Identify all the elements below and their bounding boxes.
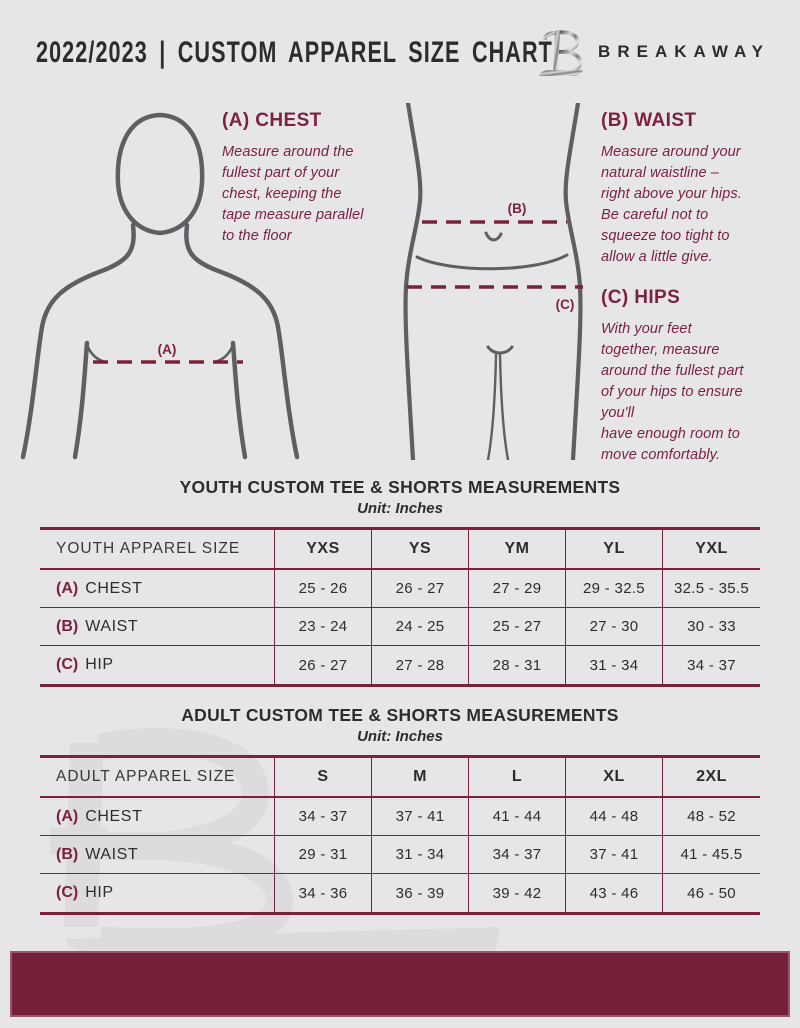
- size-range-cell: 23 - 24: [275, 608, 372, 646]
- waist-heading: (B) WAIST: [601, 110, 697, 131]
- size-range-cell: 34 - 37: [275, 798, 372, 836]
- row-key: (A): [56, 807, 79, 825]
- breakaway-b-monogram-icon: [538, 30, 584, 77]
- size-col-header: L: [469, 758, 566, 798]
- row-key: (B): [56, 617, 79, 635]
- size-col-header: YL: [566, 530, 663, 570]
- row-label-chest: (A) CHEST: [40, 798, 275, 836]
- size-col-header: YS: [372, 530, 469, 570]
- size-range-cell: 27 - 29: [469, 570, 566, 608]
- waist-figure-label: (B): [508, 201, 527, 216]
- row-key: (C): [56, 656, 79, 673]
- brand-logo: BREAKAWAY: [535, 26, 770, 78]
- row-key: (C): [56, 884, 79, 901]
- hips-figure-label: (C): [556, 297, 575, 312]
- size-range-cell: 25 - 26: [275, 570, 372, 608]
- section-waist: (B) WAIST Measure around your natural wa…: [601, 110, 800, 268]
- youth-table-unit: Unit: Inches: [357, 500, 443, 517]
- size-range-cell: 48 - 52: [663, 798, 760, 836]
- hips-heading: (C) HIPS: [601, 287, 681, 308]
- chest-measurement-figure: (A): [20, 112, 300, 460]
- size-range-cell: 46 - 50: [687, 884, 736, 902]
- row-label-hip: (C) HIP: [40, 646, 275, 684]
- size-range-cell: 36 - 39: [372, 874, 469, 912]
- section-chest: (A) CHEST Measure around the fullest par…: [222, 110, 422, 247]
- row-name: WAIST: [85, 845, 139, 863]
- size-range-cell: 34 - 36: [275, 874, 372, 912]
- youth-table-title: YOUTH CUSTOM TEE & SHORTS MEASUREMENTS: [179, 477, 621, 497]
- youth-size-table: YOUTH APPAREL SIZE YXS YS YM YL YXL (A) …: [40, 527, 760, 687]
- chest-figure-label: (A): [158, 342, 177, 357]
- row-label-hip: (C) HIP: [40, 874, 275, 912]
- row-name: CHEST: [85, 807, 143, 825]
- row-name: CHEST: [85, 579, 143, 597]
- page-title: 2022/2023 | CUSTOM APPAREL SIZE CHART: [36, 36, 553, 69]
- youth-size-header-label: YOUTH APPAREL SIZE: [40, 530, 275, 570]
- size-col-header: YXS: [275, 530, 372, 570]
- size-range-cell: 37 - 41: [566, 836, 663, 874]
- adult-table-title: ADULT CUSTOM TEE & SHORTS MEASUREMENTS: [181, 705, 619, 725]
- chest-instructions: Measure around the fullest part of your …: [222, 144, 364, 244]
- size-range-cell: 37 - 41: [372, 798, 469, 836]
- section-hips: (C) HIPS With your feet together, measur…: [601, 287, 800, 466]
- row-label-chest: (A) CHEST: [40, 570, 275, 608]
- size-range-cell: 28 - 31: [469, 646, 566, 684]
- row-name: HIP: [85, 656, 114, 673]
- size-range-cell: 27 - 28: [372, 646, 469, 684]
- size-col-header: S: [275, 758, 372, 798]
- size-range-cell: 30 - 33: [663, 608, 760, 646]
- size-range-cell: 24 - 25: [372, 608, 469, 646]
- size-col-header: 2XL: [663, 758, 760, 798]
- row-key: (A): [56, 579, 79, 597]
- adult-size-header-label: ADULT APPAREL SIZE: [40, 758, 275, 798]
- size-range-cell: 32.5 - 35.5: [663, 570, 760, 608]
- waist-hips-measurement-figure: (B) (C): [403, 103, 583, 460]
- row-label-waist: (B) WAIST: [40, 608, 275, 646]
- size-range-cell: 31 - 34: [566, 646, 663, 684]
- size-range-cell: 39 - 42: [469, 874, 566, 912]
- size-col-header: YXL: [663, 530, 760, 570]
- size-range-cell: 44 - 48: [566, 798, 663, 836]
- brand-name: BREAKAWAY: [598, 42, 770, 61]
- size-range-cell: 41 - 45.5: [663, 836, 760, 874]
- row-name: HIP: [85, 884, 114, 901]
- size-range-cell: 31 - 34: [372, 836, 469, 874]
- hips-instructions: With your feet together, measure around …: [601, 321, 744, 463]
- size-range-cell: 43 - 46: [566, 874, 663, 912]
- adult-table-unit: Unit: Inches: [357, 728, 443, 745]
- size-range-cell: 34 - 37: [687, 656, 736, 674]
- size-range-cell: 25 - 27: [469, 608, 566, 646]
- row-label-waist: (B) WAIST: [40, 836, 275, 874]
- size-range-cell: 26 - 27: [275, 646, 372, 684]
- size-range-cell: 26 - 27: [372, 570, 469, 608]
- size-range-cell: 29 - 31: [275, 836, 372, 874]
- chest-heading: (A) CHEST: [222, 110, 322, 131]
- size-col-header: XL: [566, 758, 663, 798]
- size-range-cell: 29 - 32.5: [566, 570, 663, 608]
- size-range-cell: 41 - 44: [469, 798, 566, 836]
- footer-bar: [10, 951, 790, 1017]
- size-col-header: YM: [469, 530, 566, 570]
- row-name: WAIST: [85, 617, 139, 635]
- adult-size-table: ADULT APPAREL SIZE S M L XL 2XL (A) CHES…: [40, 755, 760, 915]
- size-range-cell: 27 - 30: [566, 608, 663, 646]
- waist-instructions: Measure around your natural waistline – …: [601, 144, 742, 265]
- size-range-cell: 34 - 37: [469, 836, 566, 874]
- row-key: (B): [56, 845, 79, 863]
- size-col-header: M: [372, 758, 469, 798]
